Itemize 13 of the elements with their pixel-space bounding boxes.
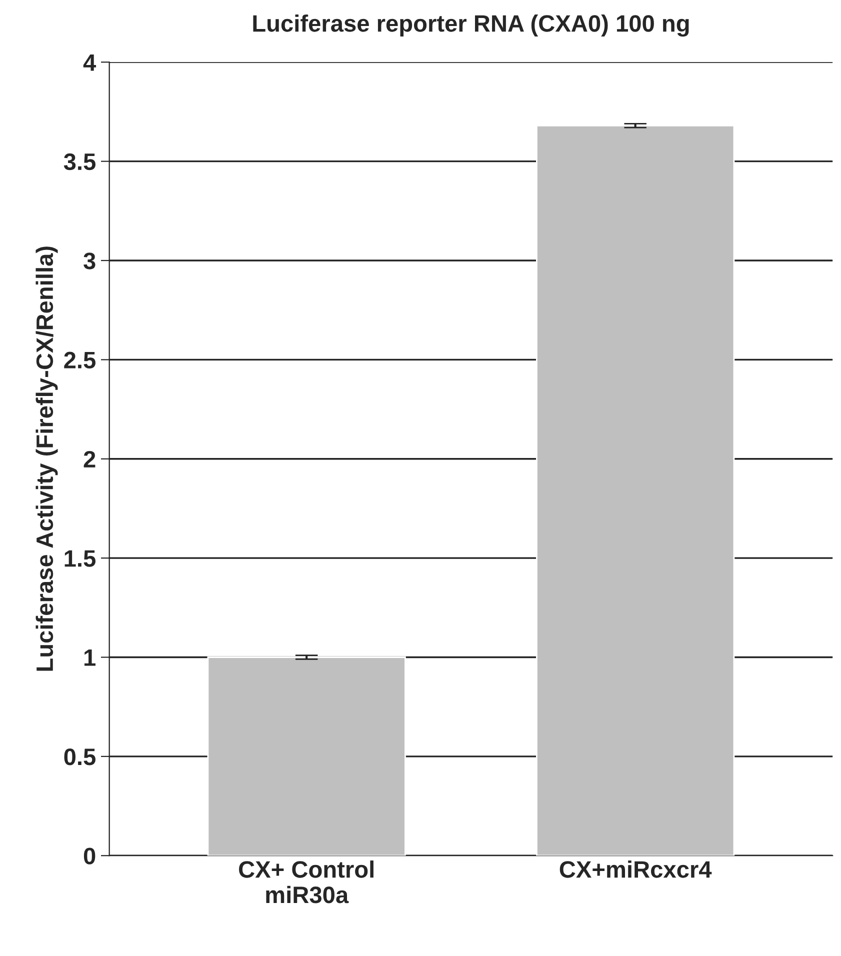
y-tick-label: 3 [84, 252, 96, 270]
y-tick-label: 1.5 [64, 550, 96, 567]
y-tick-label: 3.5 [64, 153, 96, 170]
y-axis-title: Luciferase Activity (Firefly-CX/Renilla) [36, 246, 58, 671]
y-tick-label: 0.5 [64, 748, 96, 766]
y-tick-label: 2 [84, 450, 96, 468]
y-tick-label: 2.5 [64, 352, 96, 368]
y-tick-label: 0 [84, 848, 96, 864]
y-tick-label: 1 [84, 650, 96, 666]
x-tick-label: CX+ Control miR30a [239, 860, 374, 904]
chart-title: Luciferase reporter RNA (CXA0) 100 ng [253, 14, 689, 37]
x-tick-label: CX+miRcxcr4 [560, 860, 712, 878]
y-tick-label: 4 [83, 54, 96, 71]
